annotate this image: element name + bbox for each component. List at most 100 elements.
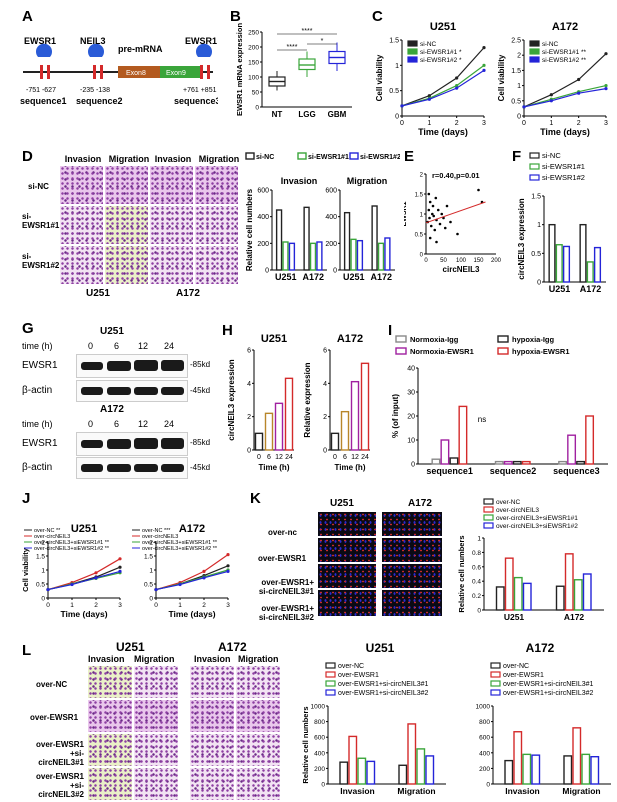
chart-k: over-NCover-circNEIL3over-circNEIL3+siEW…	[457, 498, 604, 622]
legend-entry: Normoxia-EWSR1	[410, 347, 474, 356]
l-col: Invasion	[194, 654, 231, 664]
legend-entry: over-EWSR1+si-circNEIL3#1	[503, 681, 594, 688]
x-tick-label: 2	[455, 120, 459, 127]
bar	[573, 579, 583, 611]
data-point	[154, 588, 158, 592]
l-image	[236, 700, 280, 732]
y-axis-label: EWSR1 mRNA expression	[235, 23, 244, 116]
legend-swatch	[483, 498, 494, 505]
l-row-2: over-EWSR1	[30, 713, 79, 722]
l-row-1: over-NC	[36, 680, 68, 689]
data-point	[604, 87, 608, 91]
l-image	[88, 666, 132, 698]
exon8-label: Exon8	[126, 70, 146, 77]
k-image	[382, 512, 442, 536]
bar	[416, 748, 426, 785]
l-image	[190, 700, 234, 732]
x-tick-label: 12	[351, 454, 359, 461]
data-point	[440, 212, 444, 216]
x-tick-label: 100	[456, 258, 467, 264]
d-row-3: si-EWSR1#2	[22, 252, 60, 270]
chart-c-u251: 0 0.5 1 1.5 Cell viability 0 1 2 3 U251 Time (days…	[375, 21, 486, 137]
bar	[303, 206, 310, 271]
y-tick-label: 1	[149, 568, 153, 575]
g-cell-2: A172	[100, 404, 124, 415]
g-t: 12	[138, 419, 149, 429]
legend-entry: over-circNEIL3	[142, 534, 178, 540]
series-line	[155, 554, 229, 591]
y-axis-label: Cell viability	[497, 54, 506, 101]
y-tick-label: 1	[477, 536, 481, 543]
bar	[555, 585, 565, 611]
x-tick-label: 50	[440, 258, 447, 264]
d-image	[195, 246, 238, 284]
chart-d: si-NC si-EWSR1#1 si-EWSR1#20200400600Relat…	[245, 152, 400, 282]
stat-label: r=0.40,p=0.01	[432, 171, 480, 180]
bar	[495, 586, 505, 611]
bar	[356, 239, 364, 271]
y-tick-label: 0.5	[415, 233, 424, 239]
l-image	[88, 734, 132, 766]
x-tick-label: sequence2	[490, 466, 537, 476]
bar	[350, 238, 357, 271]
legend-swatch	[395, 335, 407, 343]
l-image	[190, 768, 234, 800]
ewsr1-left-icon	[36, 43, 52, 57]
panel-f-label: F	[512, 148, 522, 165]
chart-title: Migration	[347, 176, 388, 186]
s1-label: sequence1	[20, 96, 67, 106]
x-tick-label: 3	[118, 602, 122, 609]
bar	[504, 557, 514, 611]
x-axis-label: circNEIL3	[443, 265, 480, 274]
y-tick-label: 0.8	[472, 550, 481, 557]
chart-title: A172	[552, 21, 578, 33]
y-axis-label: Relative cell numbers	[301, 706, 310, 783]
l-image	[88, 700, 132, 732]
data-point	[431, 212, 434, 216]
series-line	[401, 69, 485, 107]
bar	[590, 755, 600, 785]
y-tick-label: 1.5	[415, 193, 424, 199]
s3-label: sequence3	[174, 96, 218, 106]
x-tick-label: 0	[400, 120, 404, 127]
x-tick-label: 0	[424, 258, 428, 264]
d-image	[195, 166, 238, 204]
chart-l-a172: A172 over-NC over-EWSR1 over-EWSR1+si-circN…	[476, 641, 611, 796]
chart-b: 0 50 100 150 200 250 EWSR1 mRNA expression NT LG…	[235, 23, 352, 119]
y-tick-label: 600	[314, 735, 325, 742]
panel-i-label: I	[388, 322, 393, 339]
g-row-actin: β-actin	[22, 462, 53, 473]
y-tick-label: 200	[248, 45, 259, 52]
chart-f: si-NC si-EWSR1#1 si-EWSR1#2 0 0.5 1 1.5 circNEI…	[517, 151, 606, 294]
g-t: 0	[88, 419, 94, 429]
box	[298, 58, 316, 71]
x-axis-label: Time (days)	[168, 609, 215, 619]
d-col-4: Migration	[198, 154, 240, 164]
bar	[593, 246, 602, 283]
data-point	[400, 104, 404, 108]
s2-label: sequence2	[76, 96, 123, 106]
y-tick-label: 6	[323, 348, 327, 355]
legend-entry: si-EWSR1#2	[542, 173, 585, 182]
data-point	[118, 565, 122, 569]
d-image	[150, 166, 193, 204]
x-tick-label: A172	[580, 284, 602, 294]
l-image	[236, 666, 280, 698]
legend-swatch	[349, 152, 359, 160]
data-point	[443, 226, 447, 230]
y-tick-label: 600	[257, 188, 269, 195]
data-point	[94, 576, 98, 580]
y-tick-label: 2	[247, 414, 251, 421]
y-tick-label: 1.5	[531, 194, 541, 201]
data-point	[428, 200, 432, 204]
legend-entry: si-EWSR1#2 *	[420, 57, 462, 64]
data-point	[431, 204, 435, 208]
data-point	[118, 569, 122, 573]
y-tick-label: 0.4	[472, 579, 481, 586]
legend-entry: si-EWSR1#2	[360, 154, 400, 161]
bar	[558, 460, 568, 465]
series-line	[523, 85, 607, 108]
neil3-label: NEIL3	[80, 36, 106, 46]
bar	[288, 242, 296, 271]
l-row-3: over-EWSR1 +si-circNEIL3#1	[35, 740, 84, 767]
